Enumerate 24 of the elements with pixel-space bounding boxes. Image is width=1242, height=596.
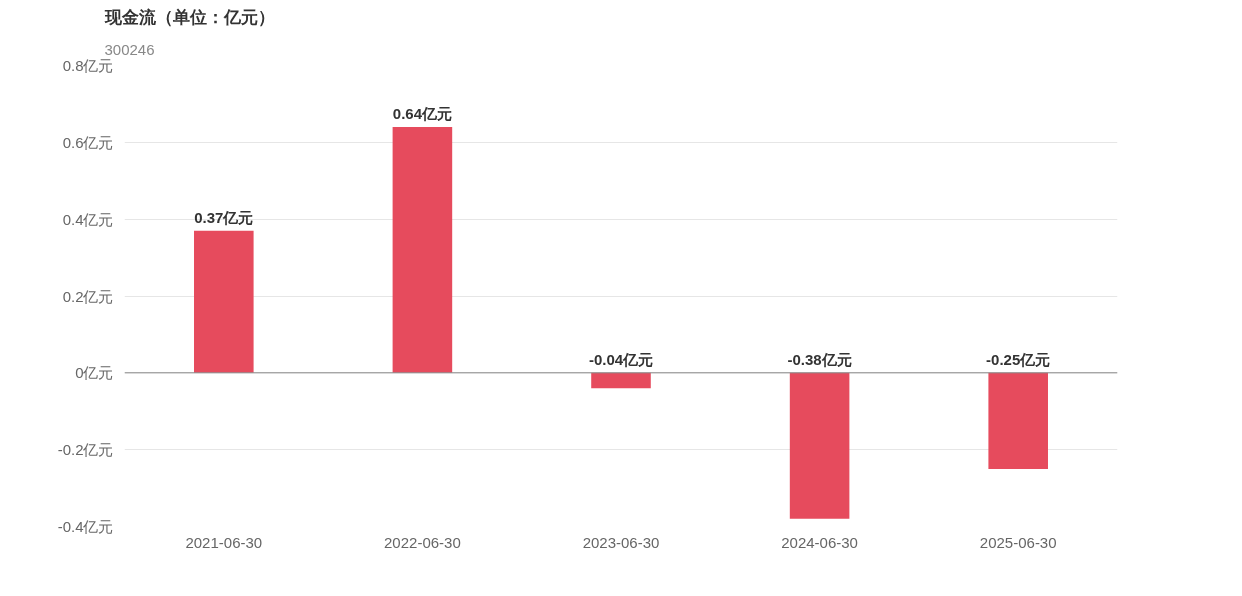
x-tick-label: 2022-06-30 [384,533,461,551]
x-tick-label: 2021-06-30 [185,533,263,551]
data-label: 0.37亿元 [194,208,254,226]
chart-title: 现金流（单位：亿元） [103,7,275,27]
y-tick-label: -0.4亿元 [57,518,114,535]
bar [591,372,651,389]
bar [789,372,850,519]
data-label: -0.04亿元 [588,350,654,368]
y-tick-label: 0.6亿元 [62,133,114,151]
y-tick-label: -0.2亿元 [57,441,114,459]
data-label: -0.25亿元 [986,350,1051,368]
y-tick-label: 0亿元 [75,364,114,382]
bar [392,126,453,373]
data-label: -0.38亿元 [787,350,852,368]
y-tick-label: 0.4亿元 [62,210,114,228]
x-tick-label: 2023-06-30 [582,533,660,551]
data-label: 0.64亿元 [392,104,453,122]
bar [194,230,254,373]
x-tick-label: 2025-06-30 [979,533,1057,551]
y-tick-label: 0.2亿元 [62,287,114,305]
x-tick-label: 2024-06-30 [781,533,858,551]
chart-subtitle: 300246 [104,40,155,58]
y-tick-label: 0.8亿元 [62,57,114,74]
bar [988,372,1048,469]
